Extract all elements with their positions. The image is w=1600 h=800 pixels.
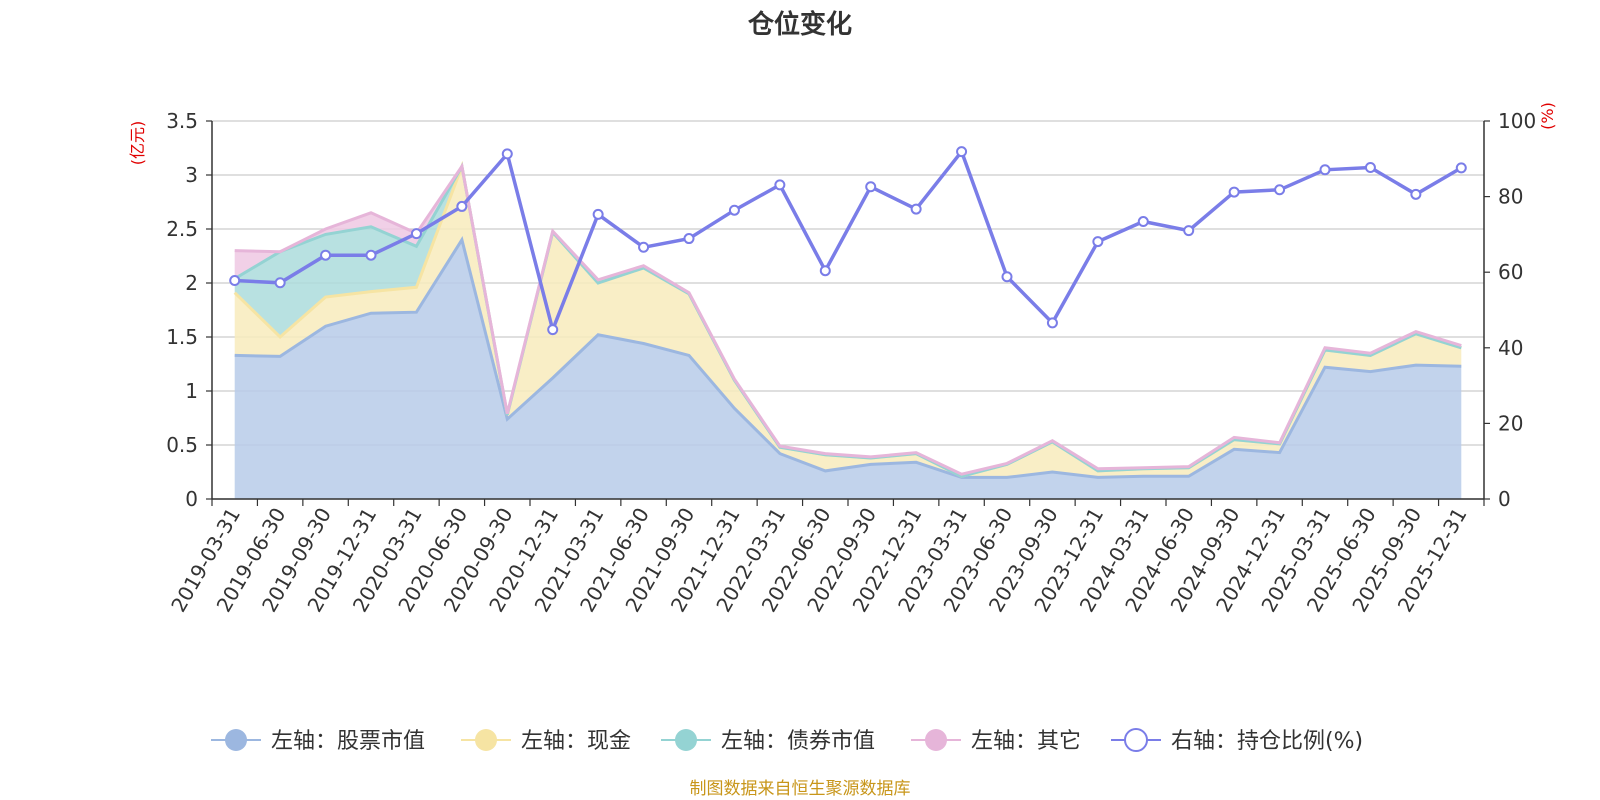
left-axis-tick-label: 0.5 bbox=[166, 433, 198, 457]
ratio-point[interactable] bbox=[910, 203, 922, 215]
ratio-point[interactable] bbox=[410, 228, 422, 240]
ratio-point[interactable] bbox=[1137, 216, 1149, 228]
area-edge-4 bbox=[234, 162, 1462, 476]
right-axis-tick-label: 60 bbox=[1498, 260, 1523, 284]
right-axis-unit: (%) bbox=[1538, 102, 1557, 130]
legend-label: 左轴：债券市值 bbox=[721, 729, 875, 754]
ratio-point[interactable] bbox=[1455, 162, 1467, 174]
legend-label: 左轴：其它 bbox=[971, 729, 1081, 754]
ratio-point[interactable] bbox=[547, 324, 559, 336]
ratio-point[interactable] bbox=[229, 275, 241, 287]
legend-marker bbox=[475, 729, 497, 751]
ratio-point[interactable] bbox=[865, 181, 877, 193]
legend-marker bbox=[1124, 728, 1148, 752]
ratio-point[interactable] bbox=[274, 277, 286, 289]
ratio-point[interactable] bbox=[819, 265, 831, 277]
ratio-point[interactable] bbox=[638, 241, 650, 253]
left-axis-tick-label: 2.5 bbox=[166, 217, 198, 241]
right-axis-tick-label: 40 bbox=[1498, 336, 1523, 360]
legend-item-5[interactable]: 右轴：持仓比例(%) bbox=[1111, 728, 1363, 754]
stacked-areas bbox=[233, 160, 1462, 500]
legend-marker bbox=[925, 729, 947, 751]
chart-title: 仓位变化 bbox=[747, 9, 852, 40]
legend-item-4[interactable]: 左轴：其它 bbox=[911, 729, 1081, 754]
ratio-point[interactable] bbox=[956, 146, 968, 158]
area-edge-1 bbox=[234, 236, 1462, 479]
ratio-point[interactable] bbox=[501, 148, 513, 160]
left-axis-tick-label: 3 bbox=[185, 163, 198, 187]
ratio-line bbox=[229, 146, 1467, 336]
legend-label: 右轴：持仓比例(%) bbox=[1171, 729, 1363, 754]
legend[interactable]: 左轴：股票市值 左轴：现金 左轴：债券市值 左轴：其它 右轴：持仓比例(%) bbox=[211, 728, 1363, 754]
left-axis-tick-label: 0 bbox=[185, 487, 198, 511]
legend-marker bbox=[675, 729, 697, 751]
area-layer-1 bbox=[234, 239, 1462, 500]
left-axis-unit: (亿元) bbox=[128, 121, 147, 166]
ratio-point[interactable] bbox=[1092, 236, 1104, 248]
ratio-point[interactable] bbox=[774, 179, 786, 191]
ratio-point[interactable] bbox=[1319, 164, 1331, 176]
ratio-point[interactable] bbox=[728, 204, 740, 216]
ratio-point[interactable] bbox=[1274, 184, 1286, 196]
ratio-point[interactable] bbox=[683, 233, 695, 245]
ratio-point[interactable] bbox=[1183, 225, 1195, 237]
ratio-point[interactable] bbox=[1364, 161, 1376, 173]
left-axis-tick-label: 2 bbox=[185, 271, 198, 295]
ratio-point[interactable] bbox=[456, 200, 468, 212]
left-axis-tick-label: 3.5 bbox=[166, 109, 198, 133]
ratio-point[interactable] bbox=[365, 249, 377, 261]
right-axis-tick-label: 20 bbox=[1498, 411, 1523, 435]
legend-item-3[interactable]: 左轴：债券市值 bbox=[661, 729, 875, 754]
legend-label: 左轴：股票市值 bbox=[271, 729, 425, 754]
ratio-line-path bbox=[234, 148, 1463, 336]
ratio-point[interactable] bbox=[592, 208, 604, 220]
ratio-point[interactable] bbox=[1001, 271, 1013, 283]
left-axis-tick-label: 1 bbox=[185, 379, 198, 403]
data-source-note: 制图数据来自恒生聚源数据库 bbox=[690, 779, 911, 799]
right-axis-tick-label: 0 bbox=[1498, 487, 1511, 511]
ratio-point[interactable] bbox=[1228, 186, 1240, 198]
legend-item-1[interactable]: 左轴：股票市值 bbox=[211, 729, 425, 754]
legend-item-2[interactable]: 左轴：现金 bbox=[461, 729, 631, 754]
ratio-point[interactable] bbox=[1410, 188, 1422, 200]
legend-marker bbox=[225, 729, 247, 751]
right-axis-tick-label: 80 bbox=[1498, 185, 1523, 209]
left-axis-tick-label: 1.5 bbox=[166, 325, 198, 349]
legend-label: 左轴：现金 bbox=[521, 729, 631, 754]
ratio-point[interactable] bbox=[1046, 317, 1058, 329]
ratio-point[interactable] bbox=[320, 249, 332, 261]
right-axis-tick-label: 100 bbox=[1498, 109, 1536, 133]
